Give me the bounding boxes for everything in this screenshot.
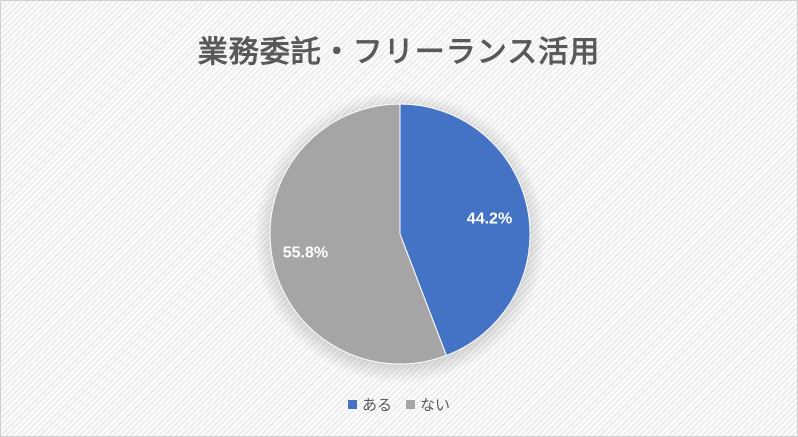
legend-swatch-aru [347, 400, 357, 409]
slice-aru-label: 44.2% [467, 211, 512, 228]
slice-nai-label: 55.8% [283, 244, 328, 261]
legend-swatch-nai [406, 400, 415, 409]
legend-item-nai: ない [406, 394, 450, 415]
legend-item-aru: ある [347, 394, 392, 415]
pie-chart: 44.2% 55.8% [254, 91, 546, 383]
slice-nai [269, 103, 447, 365]
chart-title: 業務委託・フリーランス活用 [197, 35, 601, 70]
legend-label-aru: ある [361, 396, 392, 414]
legend-label-nai: ない [420, 396, 451, 414]
slice-aru [399, 103, 531, 357]
legend: ある ない [1, 394, 797, 415]
